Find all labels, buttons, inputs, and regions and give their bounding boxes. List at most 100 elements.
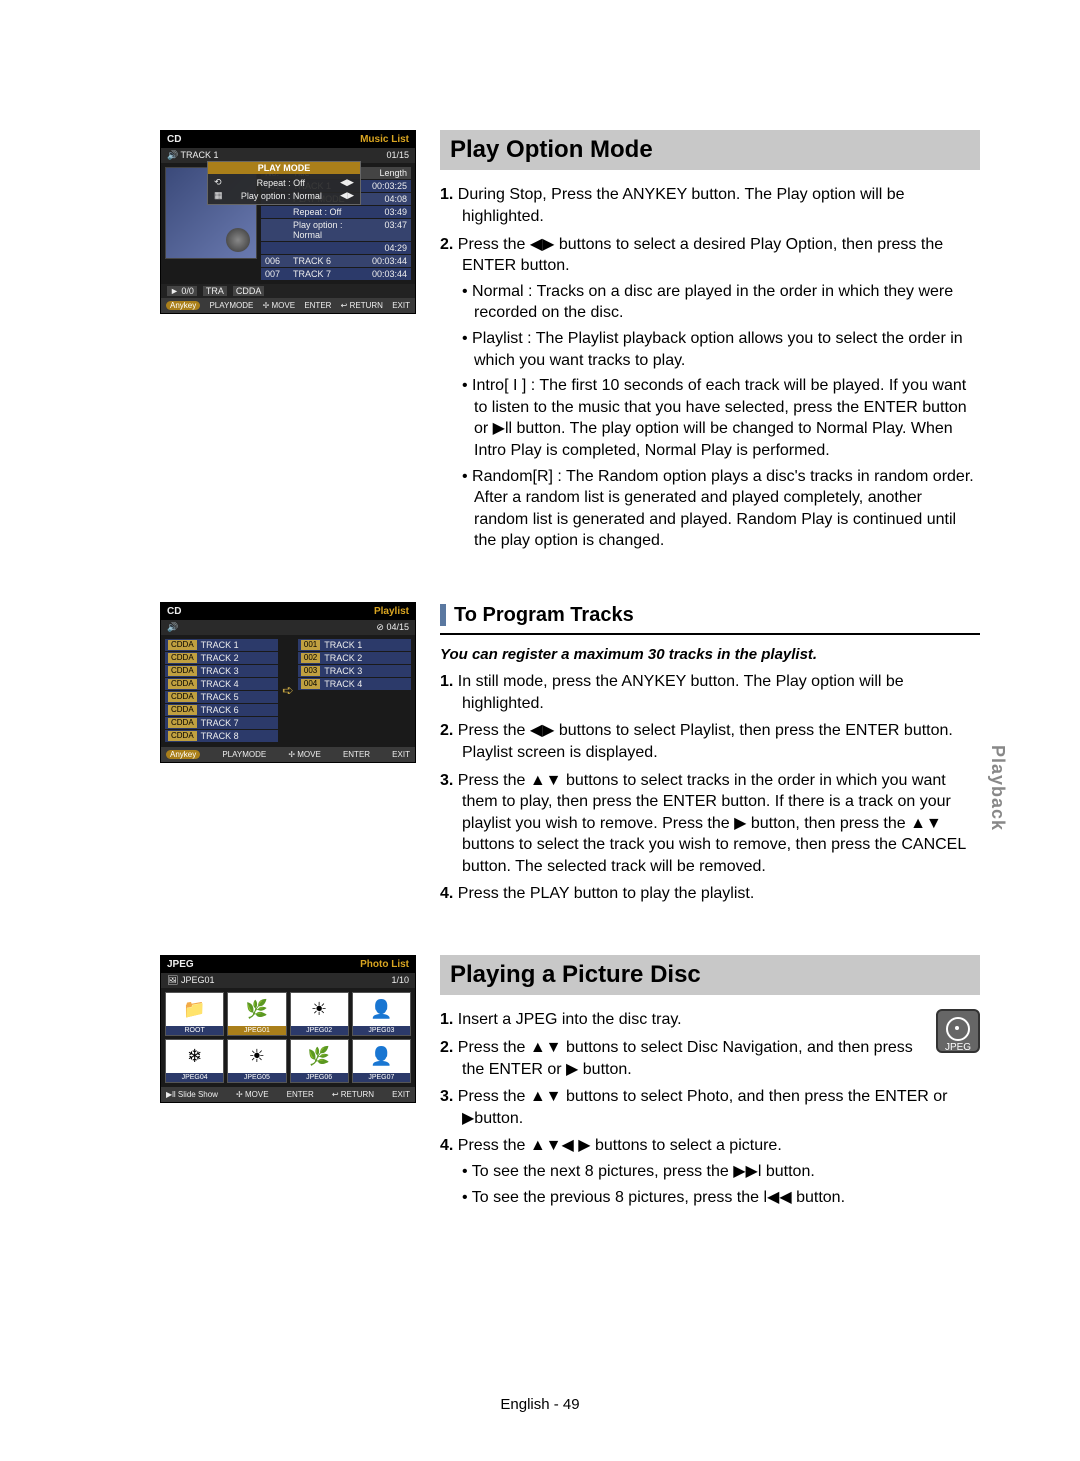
tf-move: MOVE <box>272 301 296 310</box>
thumb3-hr: Photo List <box>360 959 409 970</box>
photo-grid: 📁ROOT🌿JPEG01☀JPEG02👤JPEG03❄JPEG04☀JPEG05… <box>161 988 415 1087</box>
s1-b-playlist: Playlist : The Playlist playback option … <box>472 330 963 369</box>
section2-steps: 1. In still mode, press the ANYKEY butto… <box>440 671 980 905</box>
playlist-dst-row: 004TRACK 4 <box>298 678 411 690</box>
playlist-right-col: 001TRACK 1002TRACK 2003TRACK 3004TRACK 4 <box>298 639 411 743</box>
tf-return: RETURN <box>350 301 383 310</box>
section3-title: Playing a Picture Disc <box>440 955 980 995</box>
s3-step3: Press the ▲▼ buttons to select Photo, an… <box>458 1088 948 1127</box>
s2-step1: In still mode, press the ANYKEY button. … <box>458 673 904 712</box>
thumb2-footer: Anykey PLAYMODE ✢ MOVE ENTER EXIT <box>161 747 415 762</box>
playlist-dst-row: 002TRACK 2 <box>298 652 411 664</box>
s2-heading-text: To Program Tracks <box>454 602 634 629</box>
t2f-exit: EXIT <box>392 750 410 759</box>
playlist-arrow-icon: ➪ <box>282 682 294 699</box>
track-row: 04:29 <box>261 242 411 254</box>
s3-step2: Press the ▲▼ buttons to select Disc Navi… <box>458 1039 913 1078</box>
section3-steps: 1. Insert a JPEG into the disc tray. 2. … <box>440 1009 980 1208</box>
t3f-move: MOVE <box>245 1090 269 1099</box>
playlist-left-col: CDDATRACK 1CDDATRACK 2CDDATRACK 3CDDATRA… <box>165 639 278 743</box>
photo-cell: 👤JPEG07 <box>352 1039 411 1083</box>
jpeg-badge: JPEG <box>936 1009 980 1053</box>
photo-cell: 🌿JPEG01 <box>227 992 286 1036</box>
col-length: Length <box>371 168 407 178</box>
section3-subbullets: • To see the next 8 pictures, press the … <box>462 1161 980 1208</box>
s3-sub2: To see the previous 8 pictures, press th… <box>472 1189 845 1206</box>
thumb1-hr: Music List <box>360 134 409 145</box>
thumb2-sr: 04/15 <box>386 622 409 632</box>
t3f-return: RETURN <box>341 1090 374 1099</box>
t2f-playmode: PLAYMODE <box>222 750 266 759</box>
music-list-thumbnail: CD Music List 🔊 TRACK 1 01/15 No. Title … <box>160 130 416 314</box>
photo-thumbnail: JPEG Photo List 🖼 JPEG01 1/10 📁ROOT🌿JPEG… <box>160 955 416 1103</box>
s2-step3: Press the ▲▼ buttons to select tracks in… <box>458 772 966 875</box>
thumb3-sr: 1/10 <box>391 975 409 986</box>
page-footer: English - 49 <box>0 1396 1080 1413</box>
thumb3-hl: JPEG <box>167 959 194 970</box>
tf-enter: ENTER <box>304 301 331 310</box>
tf-anykey: Anykey <box>166 301 200 310</box>
playlist-thumbnail: CD Playlist 🔊 ⊘ 04/15 CDDATRACK 1CDDATRA… <box>160 602 416 763</box>
thumb1-footer: Anykey PLAYMODE ✢ MOVE ENTER ↩ RETURN EX… <box>161 298 415 313</box>
s1-b-random: Random[R] : The Random option plays a di… <box>472 468 974 550</box>
track-row: 006TRACK 600:03:44 <box>261 255 411 267</box>
section2-note: You can register a maximum 30 tracks in … <box>440 645 980 665</box>
info-2: CDDA <box>233 286 265 296</box>
playlist-src-row: CDDATRACK 1 <box>165 639 278 651</box>
t3f-exit: EXIT <box>392 1090 410 1099</box>
section1-bullets: • Normal : Tracks on a disc are played i… <box>462 281 980 552</box>
s2-step4: Press the PLAY button to play the playli… <box>458 885 754 902</box>
photo-cell: ☀JPEG02 <box>290 992 349 1036</box>
photo-cell: 👤JPEG03 <box>352 992 411 1036</box>
track-row: Play option : Normal03:47 <box>261 219 411 241</box>
track-row: Repeat : Off03:49 <box>261 206 411 218</box>
photo-cell: 🌿JPEG06 <box>290 1039 349 1083</box>
playmode-overlay: PLAY MODE ⟲Repeat : Off◀▶ ▦Play option :… <box>207 161 361 205</box>
overlay-option: Play option : Normal <box>241 191 322 201</box>
thumb2-hl: CD <box>167 606 181 617</box>
jpeg-badge-label: JPEG <box>945 1042 971 1053</box>
section2-heading: To Program Tracks <box>440 602 980 635</box>
tf-playmode: PLAYMODE <box>209 301 253 310</box>
overlay-title: PLAY MODE <box>208 162 360 174</box>
s1-step2: Press the ◀▶ buttons to select a desired… <box>458 236 943 275</box>
side-tab: Playback <box>987 745 1008 831</box>
playlist-src-row: CDDATRACK 6 <box>165 704 278 716</box>
s3-sub1: To see the next 8 pictures, press the ▶▶… <box>472 1163 815 1180</box>
t3f-enter: ENTER <box>287 1090 314 1099</box>
playlist-src-row: CDDATRACK 8 <box>165 730 278 742</box>
thumb1-sl: TRACK 1 <box>181 150 219 160</box>
thumb3-footer: ▶ll Slide Show ✢ MOVE ENTER ↩ RETURN EXI… <box>161 1087 415 1102</box>
track-row: 007TRACK 700:03:44 <box>261 268 411 280</box>
section1-steps: 1. During Stop, Press the ANYKEY button.… <box>440 184 980 552</box>
info-0: ► 0/0 <box>167 286 197 296</box>
s1-b-intro: Intro[ I ] : The first 10 seconds of eac… <box>472 377 967 459</box>
s2-step2: Press the ◀▶ buttons to select Playlist,… <box>458 722 953 761</box>
s3-step4: Press the ▲▼◀ ▶ buttons to select a pict… <box>458 1137 782 1154</box>
info-1: TRA <box>203 286 227 296</box>
thumb1-info: ► 0/0 TRA CDDA <box>161 284 415 298</box>
playlist-src-row: CDDATRACK 2 <box>165 652 278 664</box>
thumb1-hl: CD <box>167 134 181 145</box>
photo-cell: ❄JPEG04 <box>165 1039 224 1083</box>
playlist-dst-row: 003TRACK 3 <box>298 665 411 677</box>
playlist-src-row: CDDATRACK 4 <box>165 678 278 690</box>
s3-step1: Insert a JPEG into the disc tray. <box>458 1011 682 1028</box>
t2f-enter: ENTER <box>343 750 370 759</box>
playlist-src-row: CDDATRACK 3 <box>165 665 278 677</box>
t3f-slideshow: ▶ll Slide Show <box>166 1090 218 1099</box>
disc-icon <box>946 1017 970 1041</box>
s1-b-normal: Normal : Tracks on a disc are played in … <box>472 283 953 322</box>
thumb3-sl: JPEG01 <box>181 975 215 985</box>
t2f-anykey: Anykey <box>166 750 200 759</box>
playlist-src-row: CDDATRACK 5 <box>165 691 278 703</box>
overlay-repeat: Repeat : Off <box>257 178 305 188</box>
photo-cell: ☀JPEG05 <box>227 1039 286 1083</box>
playlist-dst-row: 001TRACK 1 <box>298 639 411 651</box>
thumb2-hr: Playlist <box>374 606 409 617</box>
thumb1-sr: 01/15 <box>386 150 409 161</box>
s1-step1: During Stop, Press the ANYKEY button. Th… <box>458 186 905 225</box>
t2f-move: MOVE <box>297 750 321 759</box>
section1-title: Play Option Mode <box>440 130 980 170</box>
playlist-src-row: CDDATRACK 7 <box>165 717 278 729</box>
